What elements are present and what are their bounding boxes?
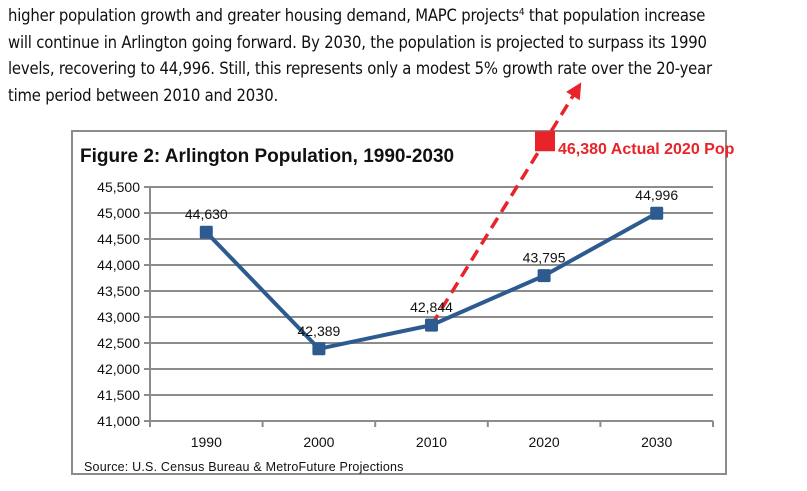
- y-tick-labels: 41,000 41,500 42,000 42,500 43,000 43,500 44,0…: [97, 179, 140, 429]
- y-tick-label: 42,000: [97, 361, 140, 377]
- y-tick-label: 43,000: [97, 309, 140, 325]
- paragraph-line-3: levels, recovering to 44,996. Still, thi…: [8, 59, 712, 78]
- actual-2020-label: 46,380 Actual 2020 Pop: [558, 141, 735, 158]
- y-tick-label: 41,500: [97, 387, 140, 403]
- data-label: 44,996: [635, 187, 678, 203]
- chart-title: Figure 2: Arlington Population, 1990-203…: [80, 146, 455, 167]
- chart-source: Source: U.S. Census Bureau & MetroFuture…: [84, 460, 404, 474]
- y-tick-label: 43,500: [97, 283, 140, 299]
- actual-trend-dashed-line: [430, 92, 576, 327]
- y-tick-label: 45,000: [97, 205, 140, 221]
- axes: [144, 186, 714, 427]
- data-point-marker: [537, 269, 551, 283]
- x-tick-label: 2010: [416, 434, 447, 450]
- x-tick-labels: 1990 2000 2010 2020 2030: [191, 434, 673, 450]
- data-point-marker: [425, 318, 438, 332]
- y-tick-label: 44,500: [97, 231, 140, 247]
- x-tick-label: 2030: [641, 434, 672, 450]
- x-tick-label: 2000: [303, 434, 334, 450]
- data-label: 42,844: [410, 299, 453, 315]
- data-label: 43,795: [523, 250, 566, 266]
- data-label: 42,389: [297, 323, 340, 339]
- data-point-marker: [650, 206, 664, 220]
- x-tick-label: 2020: [529, 434, 560, 450]
- data-labels: 44,630 42,389 42,844 43,795 44,996: [185, 187, 678, 339]
- actual-2020-marker: [535, 131, 555, 152]
- data-label: 44,630: [185, 206, 228, 222]
- footnote-marker[interactable]: 4: [518, 7, 525, 18]
- population-series: [199, 206, 664, 356]
- paragraph-line-2: will continue in Arlington going forward…: [8, 32, 707, 52]
- gridlines: [150, 186, 713, 396]
- y-tick-label: 44,000: [97, 257, 140, 273]
- paragraph-line-1: higher population growth and greater hou…: [8, 6, 706, 25]
- y-tick-label: 42,500: [97, 335, 140, 351]
- data-point-marker: [312, 342, 326, 356]
- data-point-marker: [199, 225, 213, 239]
- y-tick-label: 41,000: [97, 413, 140, 429]
- x-tick-label: 1990: [191, 434, 222, 450]
- actual-2020-annotation: 46,380 Actual 2020 Pop: [430, 82, 735, 327]
- paragraph-line-4: time period between 2010 and 2030.: [8, 85, 278, 105]
- y-tick-label: 45,500: [97, 179, 140, 195]
- arrow-head-icon: [566, 82, 582, 101]
- body-paragraph: higher population growth and greater hou…: [8, 3, 803, 109]
